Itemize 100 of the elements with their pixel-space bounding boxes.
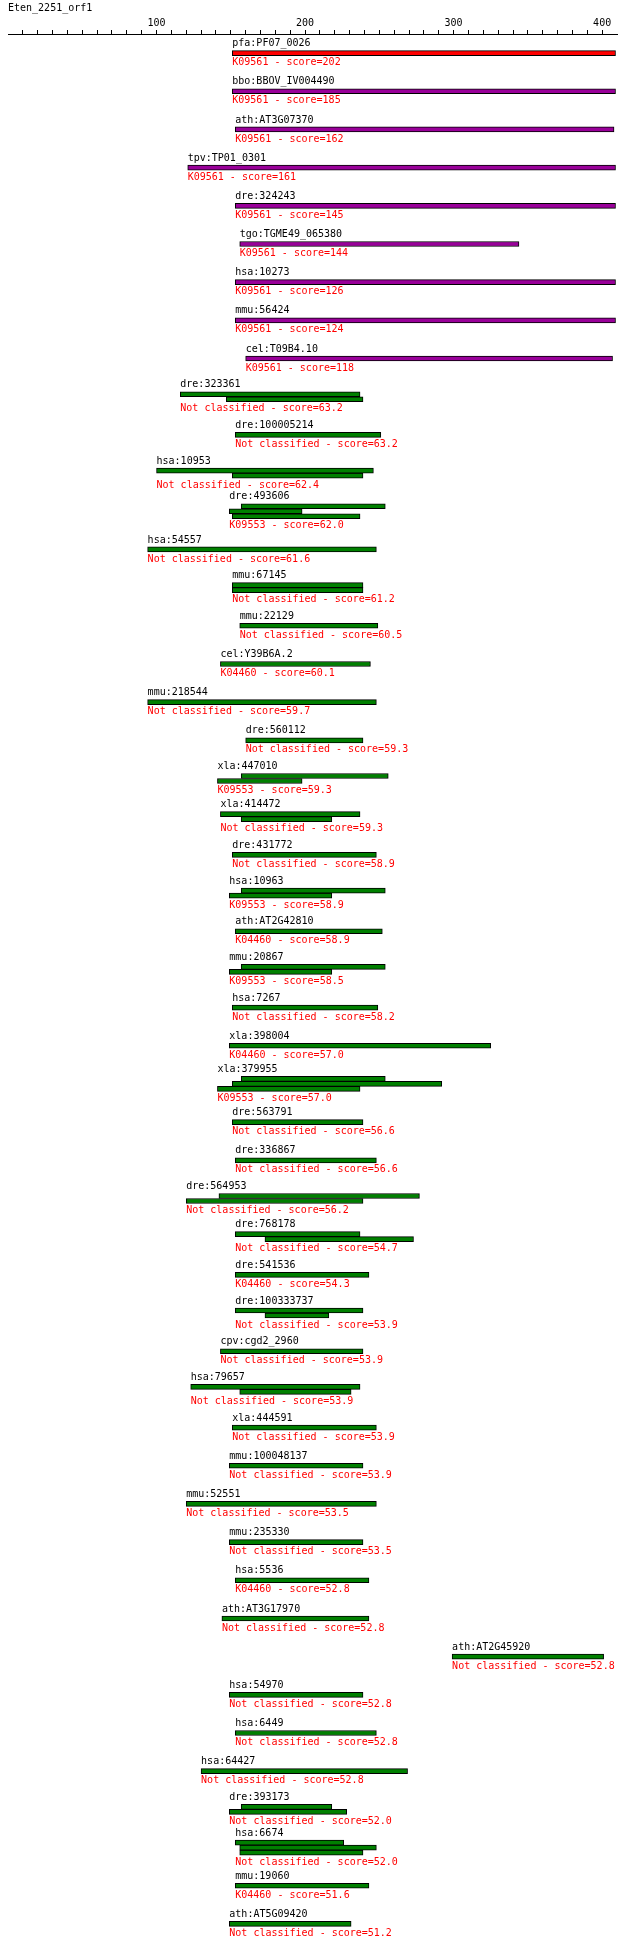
annotation: Not classified - score=52.8	[452, 1659, 615, 1671]
y-tick-label: xla:444591	[232, 1411, 293, 1423]
annotation: Not classified - score=52.0	[235, 1855, 398, 1867]
y-tick-label: hsa:7267	[232, 991, 281, 1003]
annotation: Not classified - score=56.6	[235, 1163, 398, 1175]
x-tick-label: 400	[593, 16, 612, 28]
y-tick-label: dre:493606	[229, 490, 290, 502]
y-tick-label: dre:431772	[232, 838, 293, 850]
annotation: Not classified - score=59.7	[147, 705, 311, 717]
annotation: Not classified - score=52.8	[235, 1736, 398, 1748]
y-tick-label: mmu:235330	[229, 1526, 290, 1538]
y-tick-label: hsa:54557	[147, 533, 202, 545]
y-tick-label: mmu:22129	[239, 609, 294, 621]
annotation: K09553 - score=59.3	[217, 784, 332, 796]
annotation: K09561 - score=124	[235, 323, 344, 335]
annotation: Not classified - score=63.2	[235, 437, 398, 449]
annotation: K09561 - score=162	[235, 132, 344, 144]
y-tick-label: dre:336867	[235, 1144, 296, 1156]
y-tick-label: ath:AT5G09420	[229, 1908, 308, 1919]
annotation: Not classified - score=63.2	[180, 402, 343, 414]
annotation: K04460 - score=54.3	[235, 1277, 350, 1289]
annotation: Not classified - score=58.2	[232, 1010, 395, 1022]
y-tick-label: dre:324243	[235, 189, 296, 201]
y-tick-label: dre:563791	[232, 1106, 293, 1118]
annotation: K09561 - score=126	[235, 285, 344, 297]
annotation: K09561 - score=202	[232, 56, 341, 68]
annotation: Not classified - score=53.9	[229, 1468, 392, 1480]
y-tick-label: hsa:6449	[235, 1717, 284, 1729]
annotation: K09561 - score=161	[187, 170, 297, 182]
y-tick-label: ath:AT3G17970	[221, 1602, 301, 1614]
y-tick-label: xla:398004	[229, 1029, 290, 1041]
annotation: Not classified - score=53.9	[190, 1394, 354, 1406]
annotation: K04460 - score=52.8	[235, 1583, 350, 1595]
y-tick-label: mmu:52551	[186, 1488, 241, 1500]
annotation: K09561 - score=185	[232, 94, 341, 106]
annotation: K09553 - score=57.0	[217, 1092, 332, 1104]
annotation: Not classified - score=53.9	[232, 1430, 395, 1442]
x-tick-label: 300	[444, 16, 463, 28]
x-tick-label: 200	[296, 16, 315, 28]
y-tick-label: hsa:10273	[235, 266, 290, 278]
y-tick-label: mmu:56424	[235, 304, 290, 316]
y-tick-label: cpv:cgd2_2960	[220, 1335, 299, 1348]
annotation: Not classified - score=52.0	[229, 1814, 392, 1826]
annotation: Not classified - score=53.5	[186, 1507, 349, 1519]
y-tick-label: ath:AT2G45920	[452, 1640, 531, 1652]
y-tick-label: xla:379955	[217, 1063, 278, 1075]
annotation: Not classified - score=52.8	[221, 1621, 385, 1633]
y-tick-label: mmu:67145	[232, 569, 287, 581]
annotation: K04460 - score=60.1	[220, 667, 335, 679]
annotation: K04460 - score=57.0	[229, 1048, 344, 1060]
y-tick-label: dre:323361	[180, 378, 241, 390]
y-tick-label: pfa:PF07_0026	[232, 37, 311, 50]
chart-title: Eten_2251_orf1	[8, 1, 93, 14]
annotation: Not classified - score=54.7	[235, 1242, 398, 1254]
annotation: Not classified - score=61.6	[147, 552, 311, 564]
annotation: Not classified - score=60.5	[239, 628, 403, 640]
y-tick-label: dre:564953	[186, 1180, 247, 1192]
y-tick-label: mmu:218544	[147, 686, 208, 698]
annotation: Not classified - score=53.9	[235, 1318, 398, 1330]
y-tick-label: ath:AT3G07370	[235, 113, 314, 125]
annotation: K09561 - score=118	[245, 361, 355, 373]
y-tick-label: cel:Y39B6A.2	[220, 648, 293, 660]
y-tick-label: dre:541536	[235, 1258, 296, 1270]
annotation: K09561 - score=145	[235, 208, 344, 220]
y-tick-label: hsa:79657	[190, 1370, 245, 1382]
y-tick-label: hsa:64427	[201, 1755, 256, 1767]
annotation: Not classified - score=53.5	[229, 1545, 392, 1557]
annotation: Not classified - score=62.4	[156, 478, 320, 490]
annotation: Not classified - score=61.2	[232, 593, 395, 605]
y-tick-label: hsa:54970	[229, 1678, 284, 1690]
y-tick-label: dre:768178	[235, 1218, 296, 1230]
annotation: K09553 - score=62.0	[229, 519, 344, 531]
annotation: Not classified - score=52.8	[201, 1774, 364, 1786]
annotation: Not classified - score=52.8	[229, 1697, 392, 1709]
annotation: Not classified - score=56.2	[186, 1204, 349, 1216]
annotation: Not classified - score=56.6	[232, 1125, 395, 1137]
y-tick-label: hsa:6674	[235, 1826, 284, 1838]
annotation: K04460 - score=51.6	[235, 1888, 350, 1900]
y-tick-label: dre:100005214	[235, 418, 314, 430]
annotation: Not classified - score=58.9	[232, 857, 395, 869]
y-tick-label: hsa:10963	[229, 874, 284, 886]
y-tick-label: hsa:5536	[235, 1564, 284, 1576]
annotation: Not classified - score=59.3	[220, 822, 383, 834]
y-tick-label: xla:414472	[220, 798, 281, 810]
annotation: K09553 - score=58.9	[229, 898, 344, 910]
y-tick-label: xla:447010	[217, 760, 278, 772]
annotation: Not classified - score=53.9	[220, 1354, 383, 1366]
y-tick-label: mmu:20867	[229, 951, 284, 962]
y-tick-label: hsa:10953	[156, 454, 211, 466]
y-tick-label: mmu:100048137	[229, 1449, 308, 1461]
y-tick-label: dre:393173	[229, 1790, 290, 1802]
annotation: K09553 - score=58.5	[229, 975, 344, 986]
annotation: K09561 - score=144	[239, 247, 349, 259]
y-tick-label: tpv:TP01_0301	[187, 151, 267, 164]
y-tick-label: cel:T09B4.10	[245, 342, 318, 354]
annotation: Not classified - score=59.3	[245, 743, 409, 755]
y-tick-label: dre:560112	[245, 724, 306, 736]
y-tick-label: ath:AT2G42810	[235, 915, 314, 927]
y-tick-label: tgo:TGME49_065380	[239, 228, 343, 241]
y-tick-label: bbo:BBOV_IV004490	[232, 75, 335, 88]
